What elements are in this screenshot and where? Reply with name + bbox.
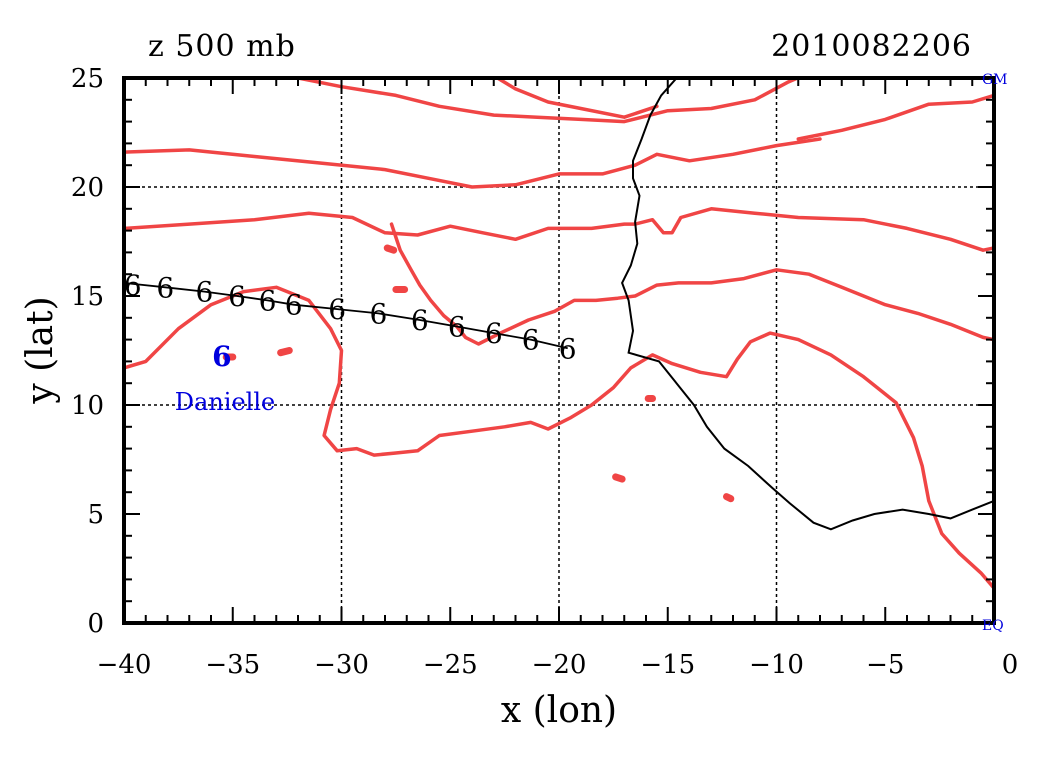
track-symbol: 6 — [228, 280, 246, 313]
contour-line — [612, 473, 626, 483]
coastline — [621, 78, 994, 531]
chart-title-right: 2010082206 — [771, 29, 972, 64]
coastline-path — [621, 78, 994, 531]
track-symbol: 6 — [328, 293, 346, 326]
track-symbol: 6 — [285, 289, 303, 322]
ticks — [123, 77, 995, 624]
contour-line — [796, 93, 994, 141]
x-tick-label: −10 — [749, 650, 804, 680]
corner-label-top: GM — [982, 72, 1008, 88]
x-axis-title: x (lon) — [501, 690, 617, 731]
x-tick-label: −5 — [866, 650, 904, 680]
x-tick-label: −20 — [532, 650, 587, 680]
y-tick-label: 5 — [87, 500, 104, 530]
storm-name-label: Danielle — [175, 388, 275, 416]
track-symbol: 6 — [156, 271, 174, 304]
x-tick-label: 0 — [1002, 650, 1019, 680]
contour-line — [124, 207, 994, 252]
chart-title-left: z 500 mb — [148, 29, 296, 64]
track-symbol: 6 — [522, 324, 540, 357]
contour-line — [389, 222, 994, 346]
contour-line — [124, 137, 822, 189]
y-tick-label: 20 — [71, 173, 104, 203]
y-axis-title: y (lat) — [20, 296, 61, 404]
track-symbol: 6 — [124, 269, 142, 302]
y-tick-label: 10 — [71, 391, 104, 421]
contour-line — [723, 493, 735, 503]
tick-labels: −40 −35 −30 −25 −20 −15 −10 −5 0 0 5 10 15 20 25 — [71, 64, 1018, 680]
contour-line — [289, 78, 802, 124]
x-tick-label: −25 — [423, 650, 478, 680]
x-tick-label: −35 — [205, 650, 260, 680]
track-symbol: 6 — [196, 276, 214, 309]
contour-line — [277, 347, 293, 357]
storm-track: 6 6 6 6 6 6 6 6 6 6 6 6 66 — [124, 269, 577, 373]
contour-line — [494, 78, 659, 119]
contours — [124, 78, 994, 590]
x-tick-label: −40 — [97, 650, 152, 680]
y-tick-label: 15 — [71, 282, 104, 312]
track-symbol: 6 — [448, 311, 466, 344]
track-symbol: 6 — [370, 297, 388, 330]
y-tick-label: 25 — [71, 64, 104, 94]
track-line — [123, 282, 568, 350]
track-symbol: 6 — [559, 332, 577, 365]
track-symbol: 6 — [259, 284, 277, 317]
x-tick-label: −30 — [314, 650, 369, 680]
contour-line — [383, 244, 398, 254]
track-symbol: 6 — [411, 304, 429, 337]
contour-line — [124, 285, 994, 590]
x-tick-label: −15 — [640, 650, 695, 680]
track-symbol: 6 — [485, 317, 503, 350]
corner-label-bottom: EQ — [982, 618, 1004, 634]
current-storm-symbol: 6 — [212, 340, 231, 373]
y-tick-label: 0 — [87, 609, 104, 639]
